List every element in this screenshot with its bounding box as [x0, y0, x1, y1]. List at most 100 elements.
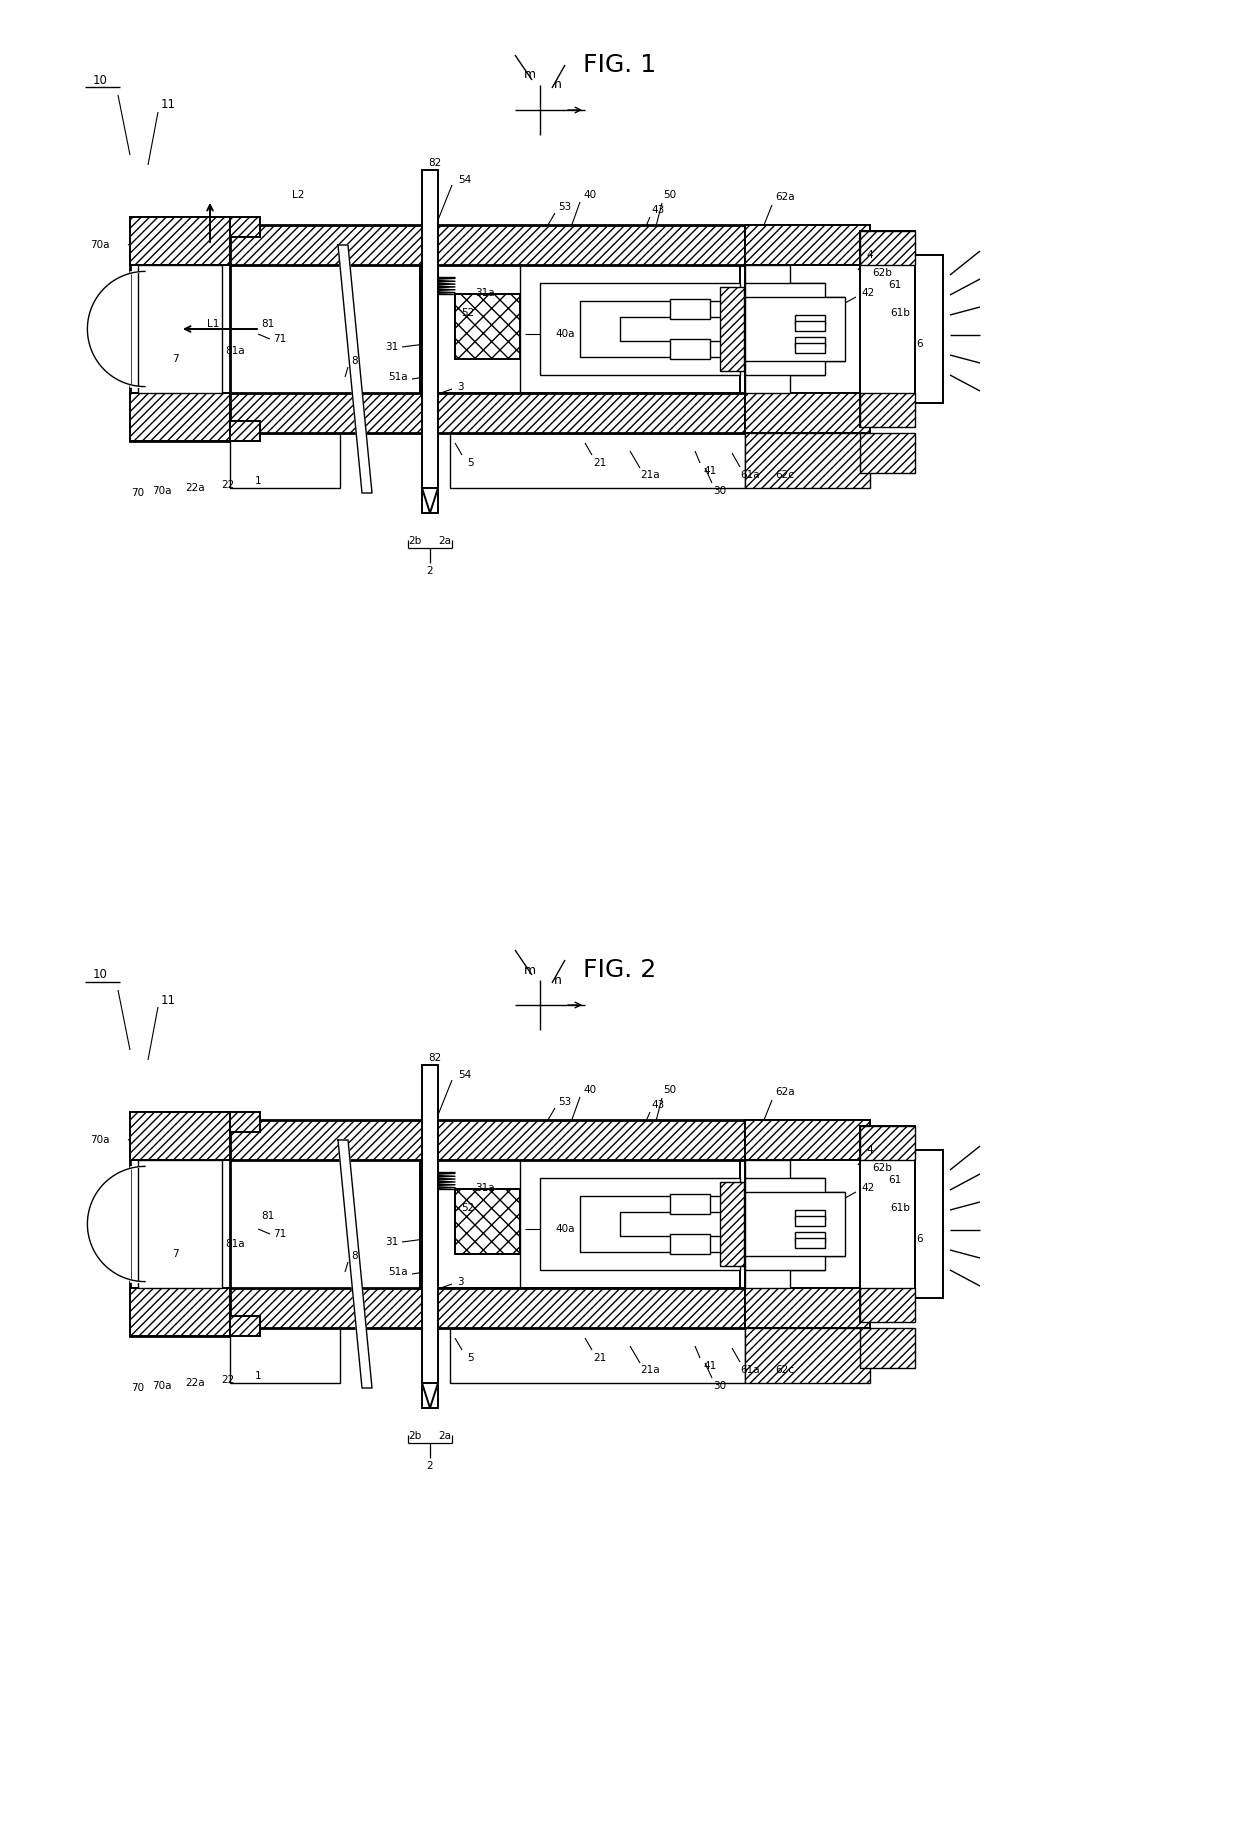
Polygon shape — [339, 246, 372, 493]
Text: 43: 43 — [651, 1100, 665, 1109]
Bar — [861, 1327, 915, 1368]
Bar — [745, 1289, 870, 1327]
Bar — [745, 1327, 870, 1383]
Text: 70: 70 — [131, 487, 145, 498]
Bar — [130, 218, 229, 441]
Text: 8: 8 — [352, 1252, 358, 1261]
Bar — [745, 225, 870, 266]
Bar — [861, 1126, 915, 1322]
Bar — [130, 393, 229, 441]
Bar — [745, 1193, 844, 1255]
Text: 61: 61 — [888, 281, 901, 290]
Text: 81a: 81a — [226, 345, 244, 356]
Polygon shape — [422, 487, 438, 513]
Text: 7: 7 — [171, 1250, 179, 1259]
Text: 5: 5 — [466, 1353, 474, 1362]
Text: 11: 11 — [160, 98, 176, 111]
Bar — [450, 1327, 745, 1383]
Text: 2b: 2b — [408, 535, 422, 546]
Text: 81: 81 — [262, 319, 274, 329]
Bar — [138, 266, 222, 393]
Text: 7: 7 — [171, 354, 179, 364]
Text: 40a: 40a — [556, 1224, 575, 1233]
Text: 62c: 62c — [775, 1364, 795, 1375]
Text: 31a: 31a — [475, 1183, 495, 1193]
Text: 50: 50 — [663, 1085, 677, 1095]
Bar — [745, 225, 870, 434]
Bar — [422, 1065, 438, 1408]
Text: 70: 70 — [131, 1383, 145, 1394]
Text: 6: 6 — [916, 1233, 924, 1244]
Text: 82: 82 — [428, 159, 441, 168]
Text: 62a: 62a — [775, 192, 795, 201]
Text: 2b: 2b — [408, 1431, 422, 1442]
Bar — [229, 434, 340, 487]
Text: 82: 82 — [428, 1052, 441, 1063]
Text: 71: 71 — [273, 1229, 286, 1239]
Bar — [670, 340, 711, 358]
Bar — [795, 338, 825, 347]
Bar — [861, 1126, 915, 1159]
Text: 61b: 61b — [890, 308, 910, 318]
Text: 40: 40 — [584, 1085, 596, 1095]
Text: 22a: 22a — [185, 1377, 205, 1388]
Text: 22a: 22a — [185, 484, 205, 493]
Text: 10: 10 — [93, 969, 108, 982]
Text: 1: 1 — [254, 476, 262, 485]
Bar — [745, 1121, 870, 1159]
Bar — [422, 170, 438, 513]
Text: 52: 52 — [461, 308, 475, 318]
Text: 30: 30 — [713, 485, 727, 497]
Bar — [915, 1150, 942, 1298]
Bar — [745, 1159, 790, 1289]
Bar — [130, 393, 229, 441]
Polygon shape — [422, 1383, 438, 1408]
Text: 51a: 51a — [388, 1266, 408, 1277]
Text: 21: 21 — [594, 458, 606, 469]
Text: 70a: 70a — [153, 1381, 172, 1392]
Bar — [539, 1178, 740, 1270]
Text: 2a: 2a — [439, 1431, 451, 1442]
Text: 5: 5 — [466, 458, 474, 469]
Bar — [745, 1178, 825, 1270]
Bar — [720, 1181, 744, 1266]
Text: 31: 31 — [386, 342, 398, 353]
Text: 61: 61 — [888, 1176, 901, 1185]
Text: n: n — [554, 973, 562, 986]
Text: 40a: 40a — [556, 329, 575, 340]
Bar — [130, 1111, 229, 1159]
Text: 41: 41 — [703, 1361, 717, 1372]
Bar — [670, 1194, 711, 1215]
Text: 53: 53 — [558, 1097, 572, 1108]
Bar — [745, 297, 844, 362]
Text: FIG. 1: FIG. 1 — [584, 54, 656, 78]
Bar — [861, 393, 915, 426]
Bar — [720, 286, 744, 371]
Text: 70a: 70a — [91, 240, 110, 249]
Bar — [420, 266, 740, 393]
Text: 11: 11 — [160, 993, 176, 1006]
Bar — [795, 1209, 825, 1220]
Text: 43: 43 — [651, 205, 665, 214]
Text: 51a: 51a — [388, 373, 408, 382]
Text: 8: 8 — [352, 356, 358, 366]
Bar — [229, 1121, 745, 1159]
Text: 61b: 61b — [890, 1204, 910, 1213]
Text: 62b: 62b — [872, 268, 892, 279]
Text: 6: 6 — [916, 340, 924, 349]
Bar — [229, 1316, 260, 1337]
Bar — [138, 1159, 222, 1289]
Text: 40: 40 — [584, 190, 596, 199]
Bar — [130, 1289, 229, 1337]
Bar — [229, 393, 745, 434]
Text: 53: 53 — [558, 201, 572, 212]
Text: 31a: 31a — [475, 288, 495, 297]
Text: L2: L2 — [291, 190, 304, 199]
Text: 3: 3 — [456, 1277, 464, 1287]
Bar — [861, 231, 915, 426]
Text: 21a: 21a — [640, 1364, 660, 1375]
Text: 81: 81 — [262, 1211, 274, 1220]
Polygon shape — [339, 1141, 372, 1388]
Text: FIG. 2: FIG. 2 — [583, 958, 657, 982]
Text: 62c: 62c — [775, 471, 795, 480]
